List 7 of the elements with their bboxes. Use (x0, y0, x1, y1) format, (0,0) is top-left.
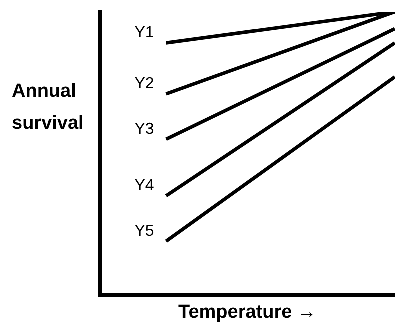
series-label: Y4 (134, 177, 154, 194)
series-label: Y1 (134, 24, 154, 42)
series-label: Y5 (134, 222, 154, 240)
series-label: Y3 (134, 120, 154, 138)
x-axis-title: Temperature → (178, 302, 316, 323)
y-axis-title: Annual survival (12, 80, 85, 136)
series-label: Y2 (134, 76, 154, 93)
